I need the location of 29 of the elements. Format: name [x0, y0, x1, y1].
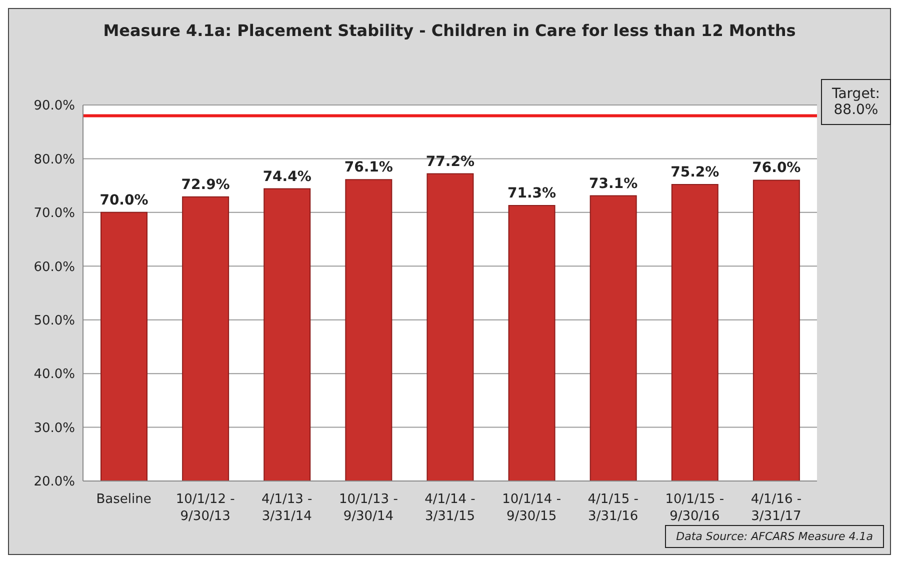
y-tick-label: 30.0% [34, 420, 75, 436]
x-tick-label: 4/1/13 - 3/31/14 [262, 492, 313, 524]
data-label: 76.1% [344, 160, 393, 176]
data-label: 70.0% [100, 192, 148, 208]
y-tick-label: 40.0% [34, 367, 75, 382]
data-label: 73.1% [589, 176, 638, 192]
chart-title: Measure 4.1a: Placement Stability - Children in Care for less than 12 Months [102, 21, 797, 40]
x-tick-label: 10/1/14 - 9/30/15 [502, 492, 562, 524]
x-tick-label: 4/1/14 - 3/31/15 [424, 492, 476, 524]
data-label: 71.3% [507, 185, 556, 202]
x-tick-label: 4/1/16 - 3/31/17 [750, 492, 802, 524]
y-tick-label: 90.0% [34, 98, 75, 114]
ref-line-label: Target: 88.0% [821, 79, 891, 125]
y-tick-label: 80.0% [34, 152, 75, 168]
data-label: 77.2% [426, 154, 475, 170]
y-tick-label: 70.0% [34, 206, 75, 222]
x-tick-label: 10/1/15 - 9/30/16 [665, 492, 724, 524]
x-tick-label: 10/1/12 - 9/30/13 [176, 492, 236, 524]
y-tick-label: 50.0% [34, 313, 75, 328]
data-label: 72.9% [181, 176, 230, 193]
data-label: 76.0% [752, 160, 801, 176]
y-tick-label: 20.0% [34, 474, 75, 490]
data-label: 75.2% [670, 164, 720, 180]
y-tick-label: 60.0% [34, 260, 75, 275]
x-tick-label: 10/1/13 - 9/30/14 [338, 492, 398, 524]
x-tick-label: 4/1/15 - 3/31/16 [588, 492, 639, 524]
source-note: Data Source: AFCARS Measure 4.1a [665, 525, 884, 548]
data-label: 74.4% [262, 168, 312, 185]
x-tick-label: Baseline [96, 492, 152, 507]
